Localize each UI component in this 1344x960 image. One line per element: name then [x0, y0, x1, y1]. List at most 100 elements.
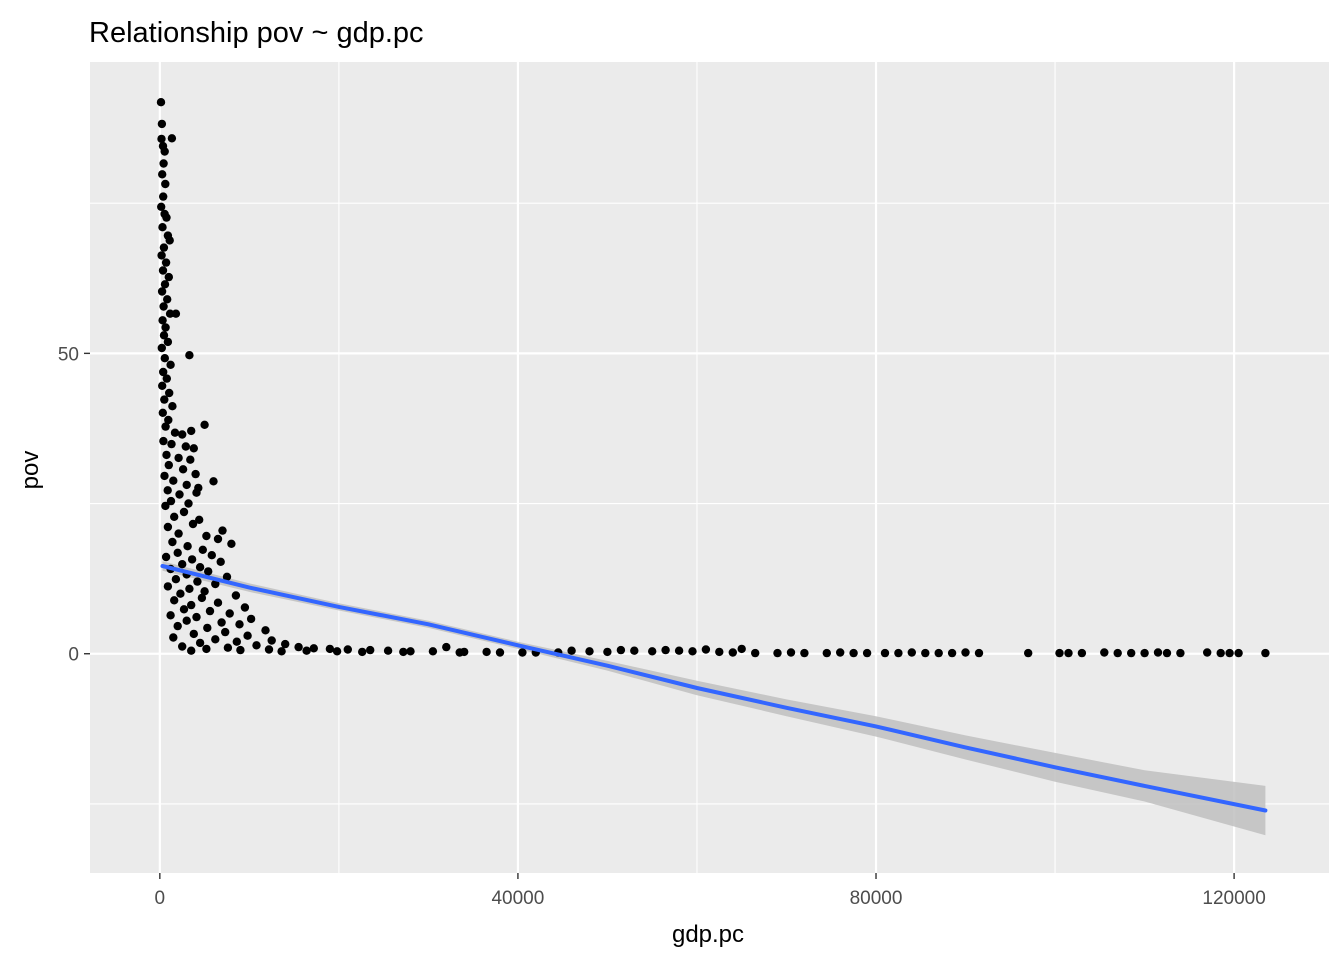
confidence-band	[162, 561, 1266, 836]
y-axis-label: pov	[17, 451, 44, 490]
data-point	[630, 646, 639, 655]
data-point	[207, 551, 216, 560]
data-point	[518, 648, 527, 657]
data-point	[188, 519, 198, 529]
data-point	[406, 647, 415, 656]
data-point	[217, 618, 226, 627]
data-point	[170, 596, 179, 605]
data-point	[800, 648, 809, 658]
data-point	[197, 593, 207, 603]
plot-panel	[90, 62, 1329, 873]
data-point	[157, 202, 166, 211]
data-point	[203, 623, 212, 633]
data-point	[281, 639, 290, 649]
data-point	[158, 266, 168, 275]
data-point	[227, 539, 236, 548]
data-point	[309, 644, 318, 653]
data-point	[862, 648, 872, 658]
data-point	[1127, 648, 1136, 658]
data-point	[209, 477, 218, 486]
data-point	[603, 647, 612, 657]
data-point	[182, 616, 191, 625]
data-point	[157, 119, 167, 129]
data-point	[157, 343, 166, 353]
x-axis: 0 40000 80000 120000	[155, 873, 1266, 909]
data-point	[159, 159, 168, 168]
data-point	[1064, 648, 1073, 658]
data-point	[162, 374, 171, 383]
data-point	[358, 647, 367, 657]
data-point	[159, 243, 169, 252]
data-point	[1055, 648, 1064, 658]
y-tick-label: 0	[68, 645, 79, 666]
data-point	[195, 563, 205, 572]
data-point	[168, 402, 177, 411]
scatter-points	[156, 98, 1270, 658]
data-point	[179, 605, 189, 614]
y-tick-label: 50	[58, 344, 79, 365]
data-point	[947, 648, 957, 658]
data-point	[178, 465, 188, 474]
data-point	[170, 512, 179, 521]
data-point	[277, 647, 286, 656]
data-point	[189, 444, 198, 453]
data-point	[264, 645, 274, 654]
data-point	[661, 645, 670, 655]
data-point	[211, 635, 220, 644]
data-point	[728, 648, 737, 657]
data-point	[187, 555, 197, 564]
data-point	[176, 589, 185, 598]
data-point	[158, 408, 167, 417]
data-point	[894, 648, 903, 658]
data-point	[191, 469, 200, 479]
data-point	[173, 621, 182, 631]
data-point	[163, 337, 173, 347]
data-point	[163, 582, 173, 591]
data-point	[195, 515, 204, 524]
data-point	[218, 526, 227, 535]
y-axis: 0 50	[58, 344, 90, 666]
data-point	[186, 455, 195, 464]
data-point	[198, 545, 207, 554]
data-point	[1100, 648, 1109, 657]
data-point	[921, 648, 930, 658]
data-point	[171, 575, 181, 584]
data-point	[192, 488, 201, 497]
data-point	[674, 646, 684, 655]
data-point	[164, 272, 173, 282]
data-point	[163, 295, 172, 304]
data-point	[202, 531, 211, 541]
data-point	[211, 579, 220, 589]
data-point	[161, 179, 170, 189]
data-point	[163, 486, 172, 495]
data-point	[187, 600, 196, 610]
data-point	[907, 648, 916, 657]
data-point	[160, 354, 169, 363]
data-point	[192, 612, 201, 622]
data-point	[161, 501, 170, 511]
data-point	[184, 499, 193, 508]
data-point	[442, 642, 451, 652]
data-point	[366, 645, 375, 655]
data-point	[160, 471, 169, 481]
data-point	[178, 642, 187, 651]
data-point	[204, 567, 213, 576]
data-point	[1216, 648, 1225, 658]
x-tick-label: 80000	[850, 888, 903, 909]
data-point	[567, 646, 576, 655]
data-point	[934, 648, 943, 658]
data-point	[1113, 648, 1122, 658]
x-tick-label: 0	[155, 888, 166, 909]
data-point	[178, 560, 187, 569]
data-point	[164, 415, 173, 425]
data-point	[585, 647, 594, 656]
data-point	[161, 422, 170, 431]
data-point	[701, 645, 711, 654]
data-point	[164, 460, 173, 470]
data-point	[246, 614, 256, 624]
data-point	[261, 626, 270, 635]
data-point	[1077, 648, 1087, 658]
data-point	[185, 584, 194, 593]
data-point	[235, 620, 244, 629]
data-point	[178, 430, 187, 439]
